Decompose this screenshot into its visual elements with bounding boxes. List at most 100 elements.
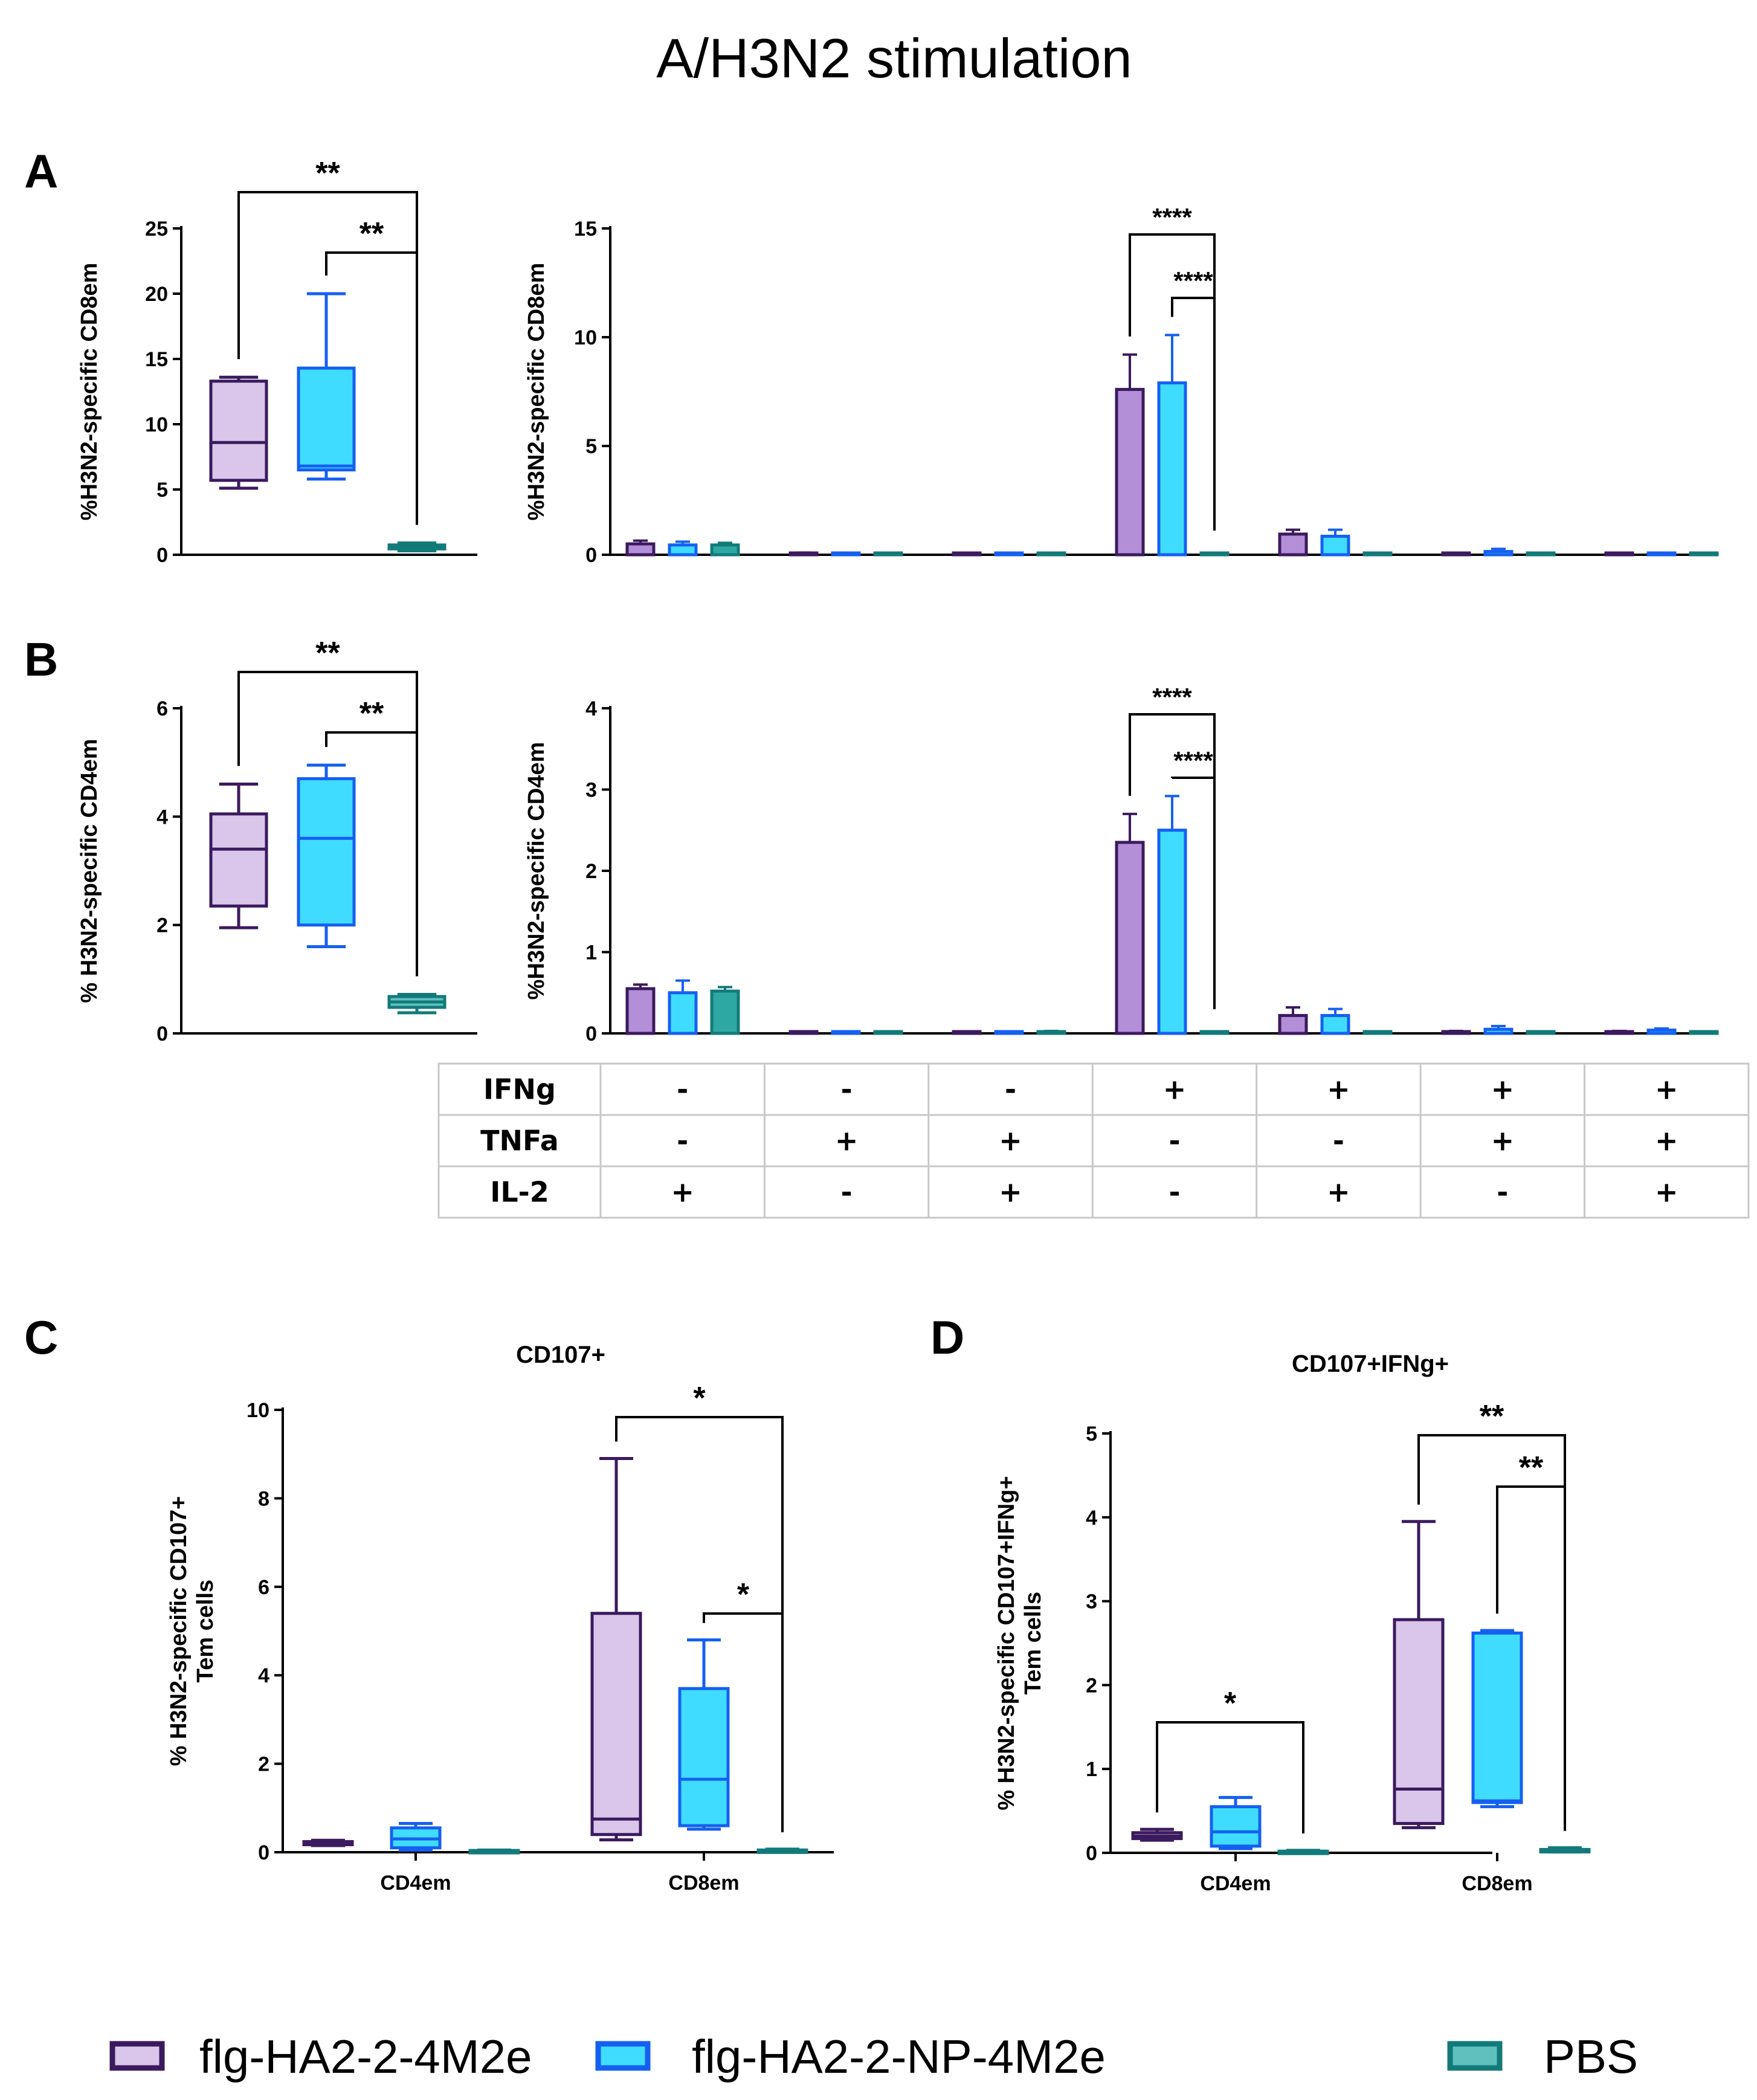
bar-g3 [1362,551,1393,557]
significance-bracket [325,731,418,977]
box-g2 [297,763,356,949]
y-tick-label: 5 [585,435,597,458]
significance-bracket [1171,297,1216,531]
legend-swatch-g3 [1447,2041,1503,2071]
y-tick-label: 2 [258,1753,269,1776]
bar-g1 [1115,841,1145,1035]
bar-g1 [1604,551,1634,557]
box-iqr [1210,1805,1262,1848]
bar-g1 [788,551,819,557]
bar-g3 [1526,551,1556,557]
table-row-label: TNFa [480,1125,559,1157]
significance-bracket [325,251,418,525]
y-tick-label: 6 [156,697,168,720]
panel-label: A [24,144,58,198]
bar-g3 [1199,1030,1230,1035]
y-tick-label: 4 [258,1664,269,1687]
table-cell: + [1491,1125,1515,1157]
bar-g1 [1278,532,1308,557]
y-tick-label: 15 [574,218,597,241]
cytokine-table: IFNg - - - + + + + TNFa - + + - - + + IL-2 + - + - + - + [437,1062,1750,1219]
y-tick-label: 20 [145,283,168,306]
box-g3 [1277,1849,1329,1855]
significance-label: * [693,1381,706,1416]
legend: flg-HA2-2-4M2e flg-HA2-2-NP-4M2e PBS [109,2030,1638,2083]
panel-title: CD107+ [516,1342,605,1368]
y-tick-label: 0 [585,1023,597,1045]
box-g1 [209,375,268,490]
significance-label: ** [359,216,384,251]
panel-d: D CD107+IFNg+ % H3N2-specific CD107+IFNg+ T… [930,1311,1591,1895]
y-axis-title: %H3N2-specific CD8em [524,263,549,521]
bar-g2 [1646,1029,1677,1035]
box-g1 [1131,1827,1183,1842]
y-axis-title: % H3N2-specific CD107+ [166,1496,192,1766]
table-cell: - [1169,1125,1180,1157]
significance-label: * [737,1577,750,1612]
bar-g3 [1036,551,1066,557]
table-cell: + [1327,1073,1350,1106]
bar-g1 [1441,551,1471,557]
bar-g1 [788,1030,819,1035]
panel-b: B% H3N2-specific CD4em0246****%H3N2-spec… [24,633,1719,1045]
table-cell: - [677,1073,688,1106]
box-g3 [468,1848,520,1855]
table-cell: + [1655,1125,1678,1157]
table-cell: + [671,1176,694,1209]
box-iqr [209,380,268,482]
y-tick-label: 0 [258,1841,269,1864]
bar-g3 [1199,551,1230,557]
box-g3 [387,541,447,553]
y-tick-label: 3 [585,779,597,802]
box-iqr [297,366,356,472]
box-g2 [1210,1795,1262,1850]
bar-g3 [1362,1030,1393,1035]
box-iqr [678,1687,730,1827]
y-tick-label: 2 [156,914,168,937]
table-cell: + [835,1125,859,1157]
y-tick-label: 4 [585,697,597,720]
table-cell: + [1655,1073,1678,1106]
table-cell: + [999,1176,1022,1209]
significance-bracket [1171,777,1216,1009]
bar-g3 [1036,1030,1066,1035]
panel-label: D [930,1311,964,1364]
significance-label: **** [1152,203,1192,231]
box-g2 [678,1638,730,1831]
y-tick-label: 15 [145,348,168,371]
bar-g3 [1526,1030,1556,1035]
bar-g2 [1157,381,1187,557]
bar-g1 [952,1030,982,1035]
table-frame [437,1062,1750,1219]
table-cell: + [1655,1176,1678,1209]
box-iqr [297,777,356,927]
y-tick-label: 2 [585,860,597,883]
y-axis-title: % H3N2-specific CD4em [77,738,102,1003]
box-g2 [297,292,356,481]
y-axis-title: %H3N2-specific CD8em [77,263,102,521]
legend-label: flg-HA2-2-4M2e [199,2030,532,2083]
y-axis-title: %H3N2-specific CD4em [524,742,549,1000]
bar-g2 [994,551,1024,557]
table-cell: + [1327,1176,1350,1209]
bar-g1 [625,542,656,557]
bar-g2 [1320,1013,1350,1035]
y-tick-label: 8 [258,1487,269,1510]
bar-g3 [710,543,740,557]
table-cell: - [1005,1073,1016,1106]
bar-g3 [1689,1030,1719,1035]
box-g1 [590,1457,642,1842]
significance-label: ** [315,156,340,191]
y-tick-label: 6 [258,1576,269,1599]
box-g2 [1471,1629,1523,1809]
bar-g2 [831,1030,861,1035]
legend-label: PBS [1544,2030,1638,2083]
bar-g2 [994,1030,1024,1035]
table-cell: - [1333,1125,1344,1157]
table-cell: + [999,1125,1022,1157]
significance-label: **** [1152,683,1192,711]
y-tick-label: 0 [156,1023,168,1045]
y-axis-title: % H3N2-specific CD107+IFNg+ [994,1476,1019,1810]
bar-g3 [873,551,903,557]
